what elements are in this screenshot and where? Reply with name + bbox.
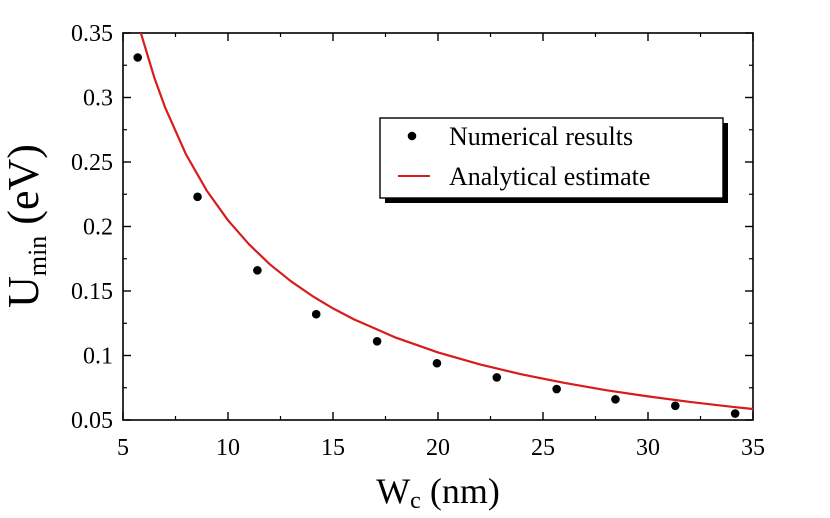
data-point-7 bbox=[552, 384, 561, 394]
y-axis: 0.05 0.1 0.15 0.2 0.25 0.3 0.35 bbox=[71, 21, 753, 434]
x-axis-title-main: W bbox=[376, 471, 410, 511]
analytical-curve-layer bbox=[139, 33, 753, 411]
y-tick-label-0: 0.05 bbox=[71, 408, 113, 434]
legend-label-analytical: Analytical estimate bbox=[449, 162, 650, 191]
x-tick-label-3: 20 bbox=[426, 435, 450, 461]
y-axis-title-sub: min bbox=[23, 236, 52, 276]
x-tick-label-0: 5 bbox=[117, 435, 129, 461]
legend-marker-numerical bbox=[407, 131, 417, 141]
x-tick-label-6: 35 bbox=[741, 435, 765, 461]
series-line-analytical-estimate bbox=[139, 33, 753, 411]
x-tick-label-4: 25 bbox=[531, 435, 555, 461]
legend-box bbox=[379, 117, 724, 199]
y-tick-label-2: 0.15 bbox=[71, 279, 113, 305]
data-point-8 bbox=[611, 395, 620, 404]
data-point-0 bbox=[133, 53, 142, 62]
y-axis-title-unit: (eV) bbox=[0, 144, 48, 236]
data-point-2 bbox=[253, 266, 262, 275]
data-point-9 bbox=[671, 401, 680, 411]
x-axis: 5 10 15 20 25 30 35 bbox=[117, 33, 765, 461]
data-point-10 bbox=[730, 409, 740, 418]
x-axis-title-sub: c bbox=[410, 488, 421, 514]
y-axis-title: Umin (eV) bbox=[0, 144, 52, 308]
y-tick-label-4: 0.25 bbox=[71, 150, 113, 176]
data-point-4 bbox=[372, 337, 382, 346]
y-axis-title-main: U bbox=[0, 276, 48, 308]
data-point-5 bbox=[432, 358, 442, 368]
x-axis-title-unit: (nm) bbox=[421, 471, 500, 511]
y-tick-label-5: 0.3 bbox=[83, 86, 113, 112]
data-point-3 bbox=[311, 309, 321, 319]
legend-label-numerical: Numerical results bbox=[449, 122, 633, 151]
y-tick-label-1: 0.1 bbox=[83, 344, 113, 370]
x-axis-title: Wc (nm) bbox=[376, 471, 500, 514]
data-point-1 bbox=[193, 192, 202, 202]
x-tick-label-2: 15 bbox=[321, 435, 345, 461]
data-point-6 bbox=[492, 373, 502, 382]
x-tick-label-5: 30 bbox=[636, 435, 660, 461]
numerical-points-layer bbox=[133, 53, 740, 418]
legend: Numerical results Analytical estimate bbox=[379, 117, 728, 203]
y-tick-label-3: 0.2 bbox=[83, 215, 113, 241]
y-tick-label-6: 0.35 bbox=[71, 21, 113, 47]
x-tick-label-1: 10 bbox=[216, 435, 240, 461]
